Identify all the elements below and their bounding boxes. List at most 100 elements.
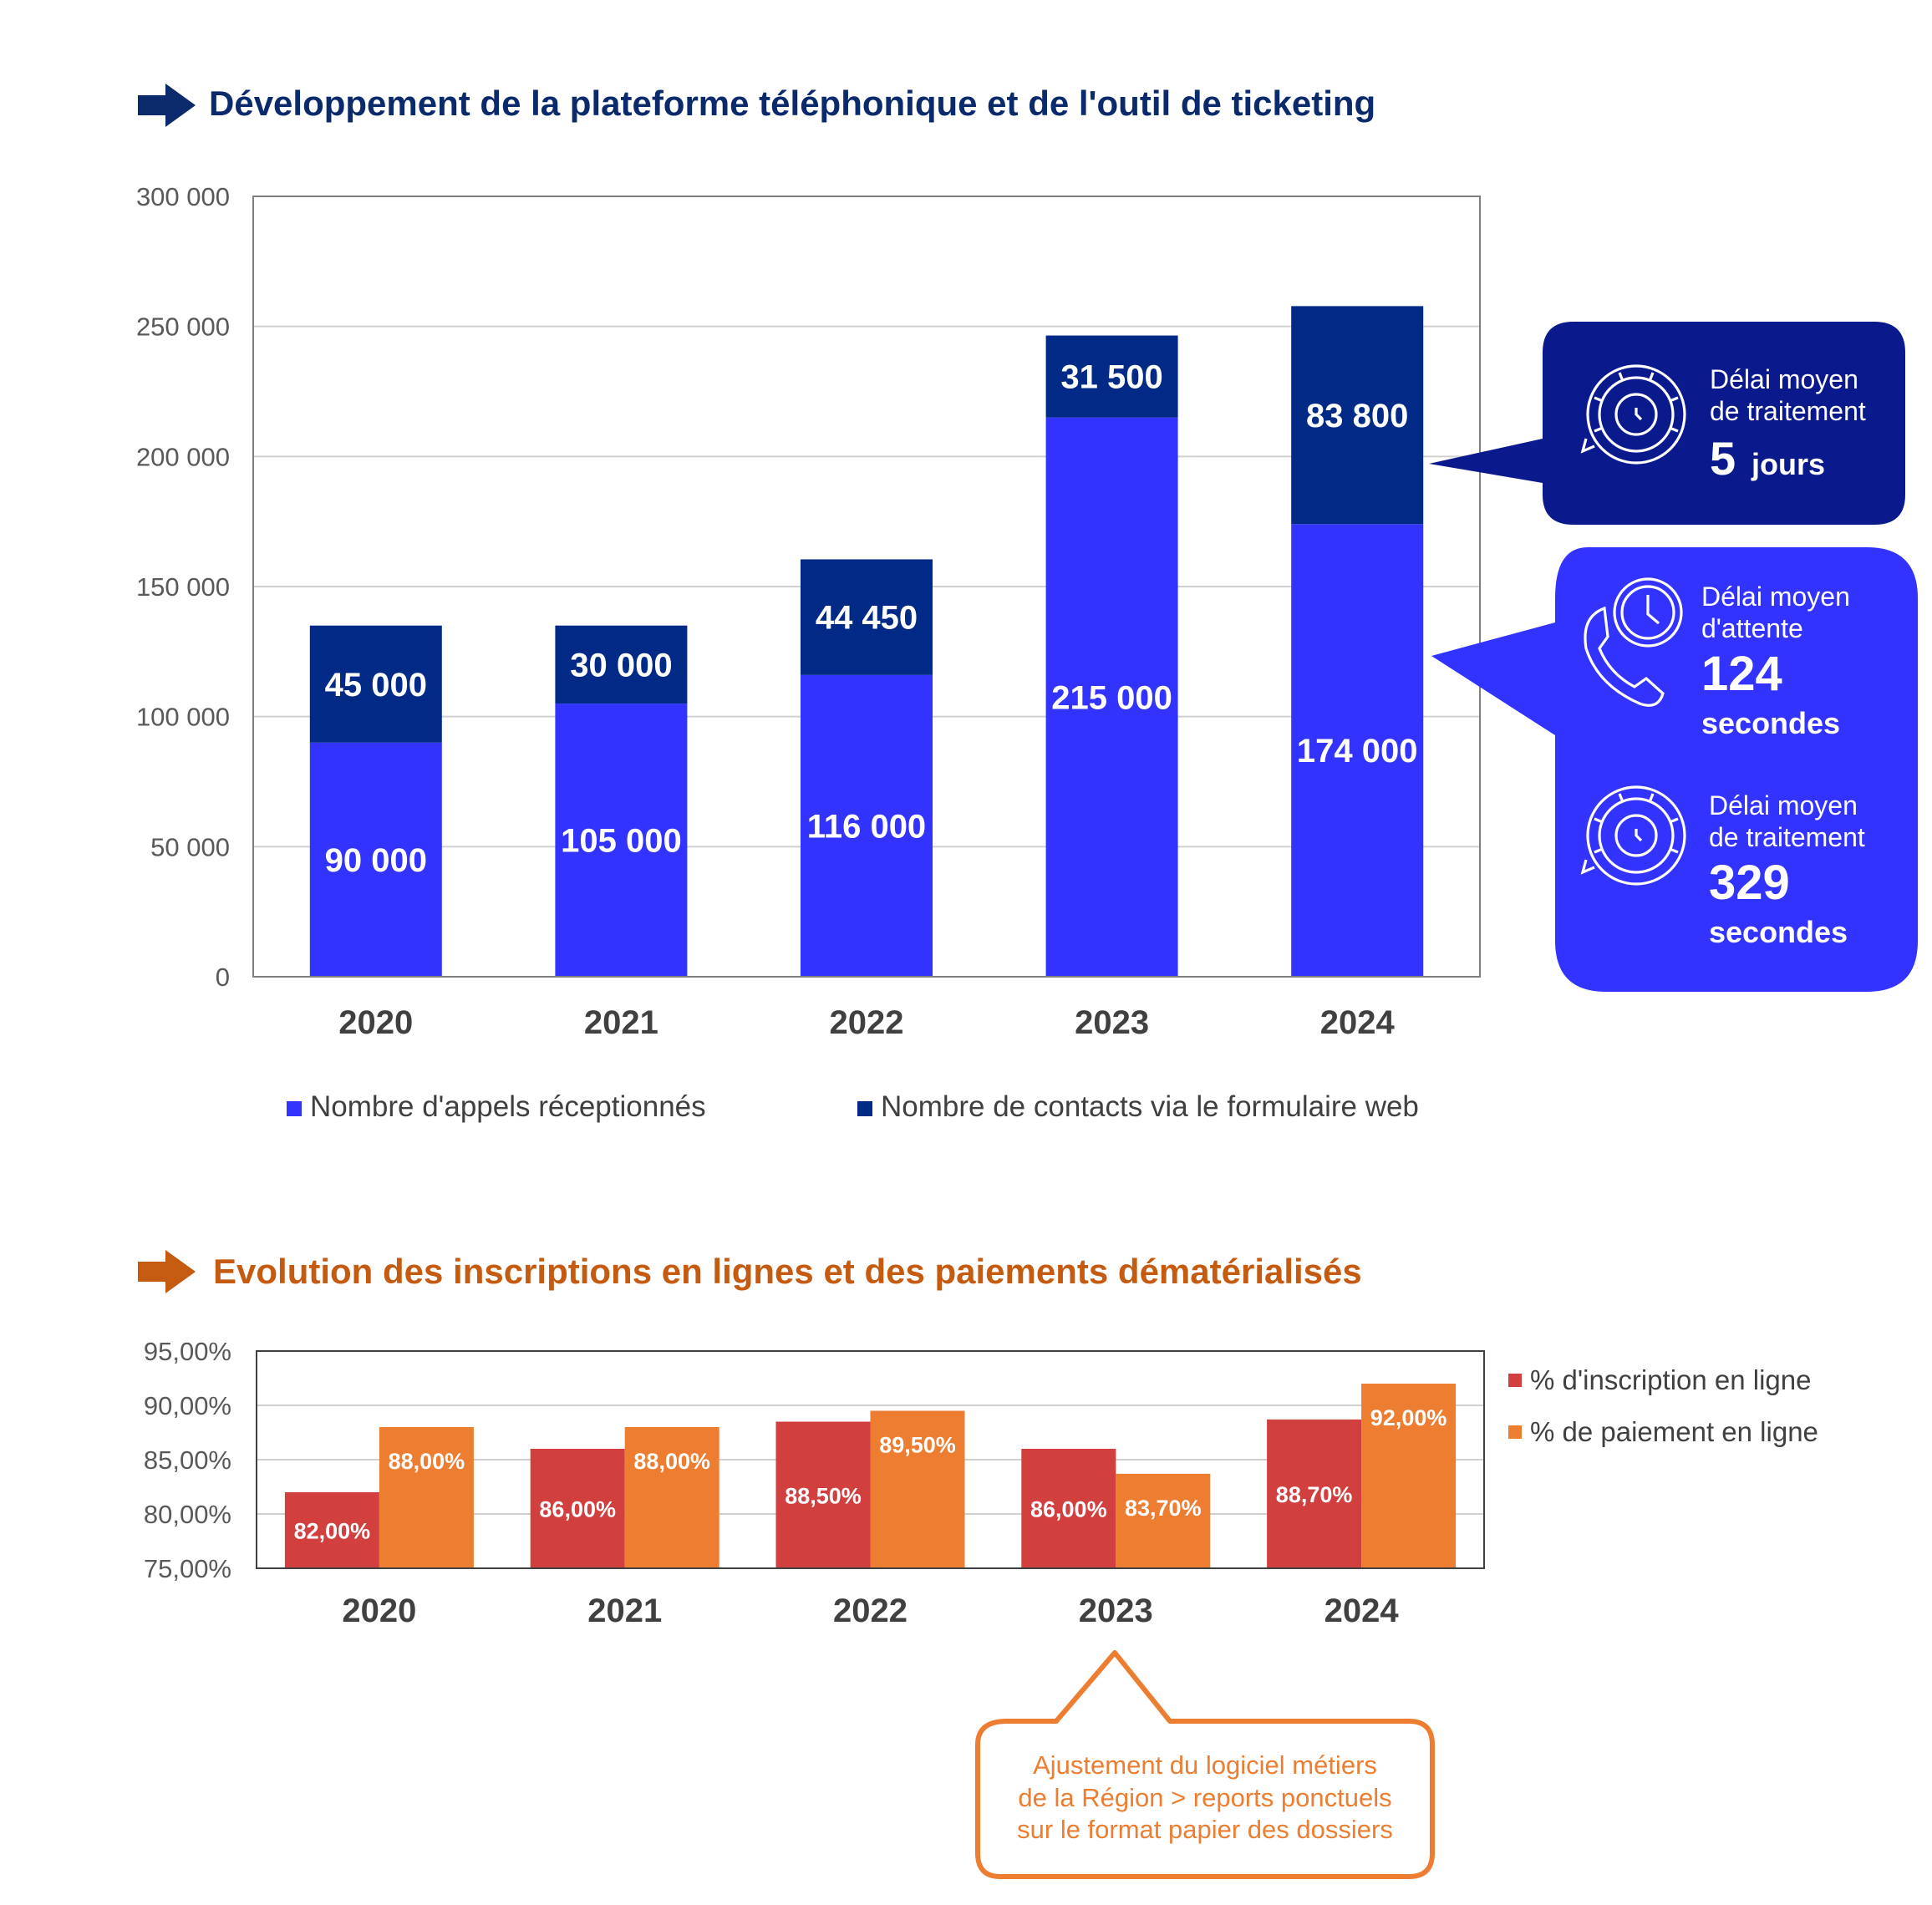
chart2-data-labels: 82,00% 88,00% 86,00% 88,00% 88,50% 89,50% 86,0…: [294, 1405, 1447, 1544]
bar-segment: [309, 742, 442, 977]
data-label: 45 000: [325, 667, 427, 704]
gear-clock-icon: [1580, 785, 1686, 886]
callout2-wait-value: 124: [1701, 647, 1782, 701]
note-bubble: [975, 1650, 1435, 1879]
legend-swatch: [857, 1101, 872, 1116]
y-tick-label: 0: [216, 963, 230, 992]
bar: [284, 1492, 379, 1568]
bar: [624, 1427, 719, 1568]
x-tick-label: 2020: [342, 1593, 416, 1629]
grouped-bar-chart: 75,00% 80,00% 85,00% 90,00% 95,00% 82,00% 88,…: [144, 1337, 1818, 1629]
legend-label: Nombre de contacts via le formulaire web: [881, 1090, 1419, 1123]
bar: [1267, 1419, 1362, 1568]
bar: [870, 1410, 965, 1568]
callout2-proc-label-line2: de traitement: [1709, 822, 1865, 852]
bar-segment: [1291, 524, 1424, 977]
legend-label: % d'inscription en ligne: [1530, 1364, 1812, 1395]
data-label: 88,70%: [1276, 1482, 1353, 1507]
y-tick-label: 75,00%: [144, 1554, 231, 1583]
callout2-proc-label-line1: Délai moyen: [1709, 790, 1858, 820]
bar-segment: [1045, 417, 1178, 978]
y-tick-label: 90,00%: [144, 1391, 231, 1420]
bar-segment: [555, 625, 688, 704]
data-label: 116 000: [807, 808, 926, 845]
data-label: 31 500: [1060, 359, 1162, 396]
bar: [379, 1427, 474, 1568]
callout2-wait-label-line1: Délai moyen: [1701, 582, 1850, 612]
bar-segment: [801, 674, 933, 977]
chart1-bars: [309, 306, 1424, 978]
chart1-y-axis: 0 50 000 100 000 150 000 200 000 250 000 300 0…: [136, 182, 230, 992]
x-tick-label: 2020: [338, 1004, 413, 1041]
section2-title: Evolution des inscriptions en lignes et …: [213, 1252, 1362, 1291]
bar: [1021, 1449, 1116, 1568]
data-label: 174 000: [1297, 733, 1418, 770]
callout2-proc-value: 329: [1709, 856, 1790, 910]
bar: [1116, 1473, 1211, 1568]
x-tick-label: 2021: [587, 1593, 662, 1629]
callout2-proc-unit: secondes: [1709, 915, 1848, 949]
bar-segment: [309, 625, 442, 743]
callout1-value: 5: [1710, 432, 1736, 485]
bar: [1361, 1384, 1457, 1568]
callout1-label-line2: de traitement: [1710, 396, 1866, 426]
note-line2: de la Région > reports ponctuels: [1018, 1783, 1391, 1812]
note-line3: sur le format papier des dossiers: [1017, 1815, 1393, 1844]
callout2-wait-unit: secondes: [1701, 706, 1840, 740]
y-tick-label: 95,00%: [144, 1337, 231, 1366]
callout1-unit: jours: [1751, 447, 1825, 481]
y-tick-label: 300 000: [136, 182, 230, 211]
chart2-plot-frame: [256, 1350, 1485, 1569]
x-tick-label: 2023: [1075, 1004, 1149, 1041]
chart2-bars: [284, 1384, 1457, 1568]
chart1-data-labels: 90 000 45 000 105 000 30 000 116 000 44 450 21…: [325, 359, 1418, 879]
x-tick-label: 2023: [1079, 1593, 1153, 1629]
section2-header: Evolution des inscriptions en lignes et …: [138, 1250, 1362, 1293]
y-tick-label: 200 000: [136, 442, 230, 471]
y-tick-label: 100 000: [136, 703, 230, 732]
arrow-right-icon: [138, 1250, 196, 1293]
bar: [530, 1449, 625, 1568]
callout-phone-bubble: [1431, 547, 1918, 992]
note-line1: Ajustement du logiciel métiers: [1033, 1750, 1377, 1780]
data-label: 86,00%: [539, 1497, 616, 1522]
legend-swatch: [1508, 1374, 1522, 1387]
legend-swatch: [1508, 1425, 1522, 1439]
data-label: 83 800: [1306, 398, 1408, 434]
bar: [775, 1421, 871, 1568]
bar-segment: [1291, 306, 1424, 525]
note-callout: Ajustement du logiciel métiers de la Rég…: [975, 1650, 1435, 1879]
legend-label: % de paiement en ligne: [1530, 1416, 1818, 1447]
stacked-bar-chart: 0 50 000 100 000 150 000 200 000 250 000 300 0…: [136, 182, 1481, 1123]
y-tick-label: 150 000: [136, 572, 230, 602]
callout-phone-times: Délai moyen d'attente 124 secondes Délai…: [1431, 547, 1918, 992]
section1-title: Développement de la plateforme téléphoni…: [209, 84, 1375, 123]
x-tick-label: 2024: [1320, 1004, 1396, 1041]
chart1-plot-frame: [252, 196, 1481, 978]
callout2-wait-label-line2: d'attente: [1701, 613, 1803, 643]
data-label: 82,00%: [294, 1519, 371, 1544]
data-label: 83,70%: [1125, 1496, 1202, 1521]
data-label: 44 450: [816, 600, 918, 637]
legend-label: Nombre d'appels réceptionnés: [310, 1090, 706, 1123]
x-tick-label: 2022: [830, 1004, 904, 1041]
y-tick-label: 85,00%: [144, 1445, 231, 1475]
y-tick-label: 80,00%: [144, 1500, 231, 1529]
data-label: 90 000: [325, 842, 427, 879]
x-tick-label: 2022: [833, 1593, 908, 1629]
data-label: 30 000: [570, 647, 672, 683]
gear-clock-icon: [1580, 364, 1686, 465]
legend-swatch: [287, 1101, 302, 1116]
bar-segment: [1045, 335, 1178, 418]
x-tick-label: 2024: [1324, 1593, 1400, 1629]
chart2-legend: % d'inscription en ligne % de paiement en…: [1508, 1364, 1818, 1447]
phone-clock-icon: [1584, 577, 1683, 707]
chart2-x-axis: 2020 2021 2022 2023 2024: [342, 1593, 1399, 1629]
data-label: 88,50%: [785, 1483, 862, 1508]
data-label: 88,00%: [389, 1449, 465, 1474]
data-label: 86,00%: [1030, 1497, 1107, 1522]
y-tick-label: 250 000: [136, 312, 230, 342]
data-label: 215 000: [1051, 679, 1172, 716]
y-tick-label: 50 000: [150, 832, 230, 861]
